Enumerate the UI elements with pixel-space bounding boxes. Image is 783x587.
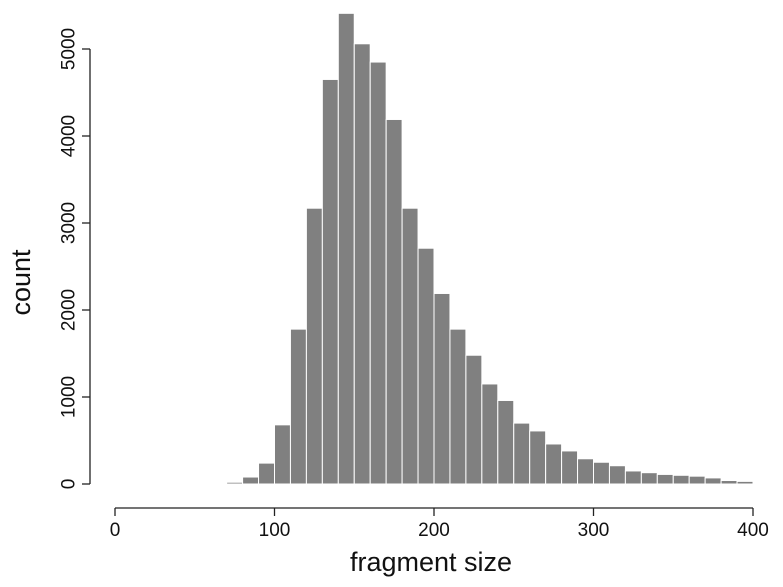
histogram-bar xyxy=(656,473,674,485)
histogram-bar xyxy=(449,328,467,485)
histogram-bar xyxy=(561,450,579,485)
histogram-bar xyxy=(258,462,275,485)
histogram-bar xyxy=(672,474,690,485)
y-tick-label: 3000 xyxy=(59,202,80,244)
bars-group xyxy=(210,12,754,485)
y-axis: 0 1000 2000 3000 4000 5000 xyxy=(59,28,91,490)
x-tick-label: 100 xyxy=(259,520,291,541)
x-tick-label: 400 xyxy=(737,520,769,541)
histogram-bar xyxy=(274,424,291,485)
histogram-bar xyxy=(624,470,642,485)
histogram-bar xyxy=(242,476,260,485)
y-tick-label: 4000 xyxy=(59,115,80,157)
histogram-bar xyxy=(720,480,738,485)
histogram-bar xyxy=(640,472,658,485)
histogram-bar xyxy=(417,247,435,485)
histogram-bar xyxy=(433,292,451,485)
histogram-bar xyxy=(688,475,706,485)
x-axis-title: fragment size xyxy=(350,547,512,577)
histogram-bar xyxy=(353,43,371,485)
histogram-bar xyxy=(577,458,594,485)
y-tick-label: 1000 xyxy=(59,376,80,418)
histogram-bar xyxy=(401,207,419,485)
histogram-bar xyxy=(545,443,563,485)
histogram-bar xyxy=(369,61,387,485)
histogram-bar xyxy=(481,383,499,485)
histogram-bar xyxy=(736,480,754,485)
x-tick-label: 200 xyxy=(418,520,450,541)
x-axis: 0 100 200 300 400 xyxy=(110,507,769,541)
y-axis-title: count xyxy=(6,249,36,316)
histogram-bar xyxy=(465,354,483,485)
histogram-bar xyxy=(305,207,323,485)
histogram-bar xyxy=(337,12,355,485)
histogram-bar xyxy=(289,328,307,485)
histogram-bar xyxy=(385,118,403,485)
histogram-bar xyxy=(226,481,244,485)
histogram-bar xyxy=(497,399,515,485)
x-tick-label: 0 xyxy=(110,520,121,541)
histogram-bar xyxy=(321,78,339,485)
histogram-bar xyxy=(513,422,531,485)
histogram-bar xyxy=(593,461,610,485)
y-tick-label: 5000 xyxy=(59,28,80,70)
x-tick-label: 300 xyxy=(578,520,610,541)
y-tick-label: 2000 xyxy=(59,289,80,331)
y-tick-label: 0 xyxy=(59,479,80,490)
histogram-bar xyxy=(529,430,547,485)
histogram-bar xyxy=(608,465,626,485)
histogram-bar xyxy=(704,477,722,485)
